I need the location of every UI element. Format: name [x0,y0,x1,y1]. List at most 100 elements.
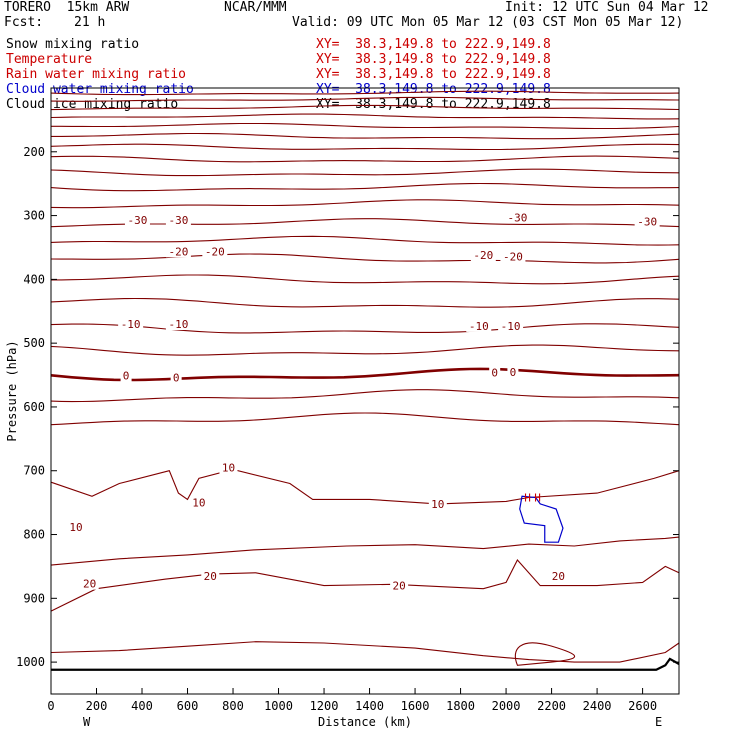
temperature-contour [50,389,680,403]
high-marker: H [524,491,531,504]
legend-entry: Temperature [6,52,93,67]
center-title: NCAR/MMM [224,0,287,15]
y-tick-label: 700 [23,464,45,478]
high-marker: H [534,491,541,504]
temperature-contour-label: 20 [393,580,406,593]
x-tick-label: 1600 [401,699,430,713]
contour-label-bg [390,579,409,592]
temperature-contour-label: -20 [473,249,493,262]
contour-label-bg [165,245,191,258]
temperature-contour [50,104,680,111]
temperature-contour-label: -30 [508,211,528,224]
temperature-contour-label: -20 [205,245,225,258]
temperature-contour-label: 0 [510,366,517,379]
temperature-contour [50,235,680,246]
temperature-contour [50,559,680,612]
temperature-contour-label: -20 [503,250,523,263]
y-tick-label: 600 [23,400,45,414]
contour-label-bg [507,365,519,378]
x-tick-label: 200 [86,699,108,713]
temperature-contour [50,367,680,382]
west-label: W [83,715,91,729]
contour-label-bg [428,497,447,510]
y-tick-label: 1000 [16,655,45,669]
temperature-contour [50,199,680,209]
contour-label-bg [202,245,228,258]
contour-label-bg [634,215,660,228]
temperature-contour [514,642,575,666]
contour-label-bg [470,249,496,262]
legend-entry: Rain water mixing ratio [6,67,187,82]
temperature-contour-label: -20 [168,245,188,258]
valid-time: Valid: 09 UTC Mon 05 Mar 12 (03 CST Mon … [292,15,684,30]
y-axis-label: Pressure (hPa) [5,340,19,441]
legend-entry: Cloud water mixing ratio [6,82,194,97]
x-tick-label: 600 [177,699,199,713]
temperature-contour [50,323,680,334]
plot-frame [50,87,680,695]
contour-label-bg [165,318,191,331]
y-tick-label: 200 [23,145,45,159]
y-tick-label: 500 [23,336,45,350]
temperature-contour [50,344,680,356]
temperature-contour-label: 0 [123,370,130,383]
temperature-contour-label: -10 [168,318,188,331]
x-tick-label: 1000 [264,699,293,713]
temperature-contour [50,218,680,228]
temperature-contour [51,132,680,140]
temperature-contour [51,122,680,130]
x-tick-label: 2000 [492,699,521,713]
temperature-contour-label: -10 [121,318,141,331]
temperature-contour [50,96,680,102]
temperature-contour-label: 20 [204,570,217,583]
temperature-contour [50,253,680,264]
temperature-contour-label: 20 [552,570,565,583]
x-tick-label: 1200 [310,699,339,713]
contour-label-bg [165,214,191,227]
cloud-water-contour [519,495,564,543]
temperature-contour [50,297,680,308]
temperature-contour-label: -10 [501,320,521,333]
contour-label-bg [489,366,501,379]
contour-label-bg [120,369,132,382]
y-tick-label: 400 [23,272,45,286]
y-tick-label: 900 [23,591,45,605]
y-tick-label: 300 [23,209,45,223]
temperature-contour [51,274,680,285]
temperature-contour [50,90,680,96]
contour-label-bg [80,577,99,590]
temperature-contour [50,113,680,120]
contour-label-bg [466,319,492,332]
contour-label-bg [170,371,182,384]
legend-xsection-coords: XY= 38.3,149.8 to 222.9,149.8 [316,52,551,67]
temperature-contour-label: 10 [222,462,235,475]
temperature-contour [50,143,680,151]
contour-label-bg [504,211,530,224]
y-tick-label: 800 [23,528,45,542]
contour-label-bg [67,520,86,533]
temperature-contour-label: -30 [637,215,657,228]
temperature-contour [50,168,680,177]
init-time: Init: 12 UTC Sun 04 Mar 12 [505,0,709,15]
temperature-contour [50,536,680,566]
temperature-contour-label: 20 [83,578,96,591]
contour-label-bg [124,214,150,227]
x-tick-label: 1400 [355,699,384,713]
model-title: TORERO 15km ARW [4,0,130,15]
contour-label-bg [498,319,524,332]
legend-xsection-coords: XY= 38.3,149.8 to 222.9,149.8 [316,37,551,52]
temperature-contour-label: 0 [173,372,180,385]
temperature-contour-label: -30 [168,214,188,227]
temperature-contour-label: 10 [192,497,205,510]
temperature-contour-label: 10 [431,498,444,511]
contour-label-bg [500,250,526,263]
forecast-label: Fcst: [4,15,44,30]
contour-label-bg [189,496,208,509]
contour-label-bg [118,318,144,331]
x-tick-label: 2400 [583,699,612,713]
temperature-contour-label: 10 [69,521,82,534]
temperature-contour [50,641,680,663]
temperature-contour [50,468,680,505]
x-axis-label: Distance (km) [318,715,412,729]
